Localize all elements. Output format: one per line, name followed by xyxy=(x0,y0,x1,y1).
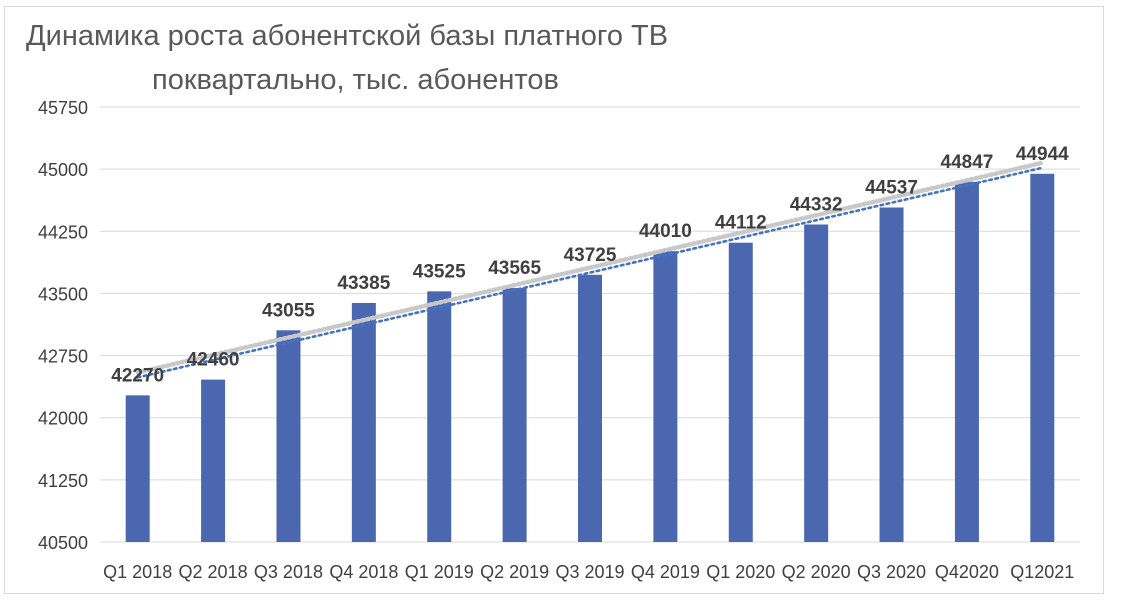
trendlines xyxy=(135,160,1045,379)
x-tick-label: Q2 2018 xyxy=(179,562,248,582)
bar xyxy=(804,224,829,542)
x-tick-label: Q3 2018 xyxy=(254,562,323,582)
x-tick-label: Q3 2019 xyxy=(555,562,624,582)
bar xyxy=(879,207,904,542)
data-label: 43565 xyxy=(488,258,541,279)
trendline xyxy=(135,160,1045,375)
bar xyxy=(276,330,301,542)
bar xyxy=(201,379,226,542)
data-label: 43725 xyxy=(564,245,617,266)
bar xyxy=(351,302,376,542)
bars xyxy=(125,173,1055,543)
bar xyxy=(653,251,678,542)
x-tick-label: Q1 2020 xyxy=(706,562,775,582)
x-axis-tick-labels: Q1 2018 Q2 2018 Q3 2018 Q4 2018 Q1 2019 Q2 20… xyxy=(103,562,1074,582)
data-label: 44010 xyxy=(639,221,692,242)
x-tick-label: Q2 2019 xyxy=(480,562,549,582)
y-axis-tick-labels: 40500 41250 42000 42750 43500 44250 45000 45750 xyxy=(38,98,88,553)
bar xyxy=(954,181,979,542)
y-tick-label: 40500 xyxy=(38,533,88,553)
y-tick-label: 42750 xyxy=(38,347,88,367)
y-tick-label: 45000 xyxy=(38,160,88,180)
chart-title-line-1: Динамика роста абонентской базы платного… xyxy=(26,20,669,52)
data-label: 44332 xyxy=(790,194,843,215)
x-tick-label: Q1 2018 xyxy=(103,562,172,582)
x-tick-label: Q12021 xyxy=(1010,562,1074,582)
data-label: 44112 xyxy=(715,213,767,234)
data-label: 42460 xyxy=(187,350,240,371)
bar xyxy=(125,395,150,542)
y-tick-label: 42000 xyxy=(38,409,88,429)
x-tick-label: Q4 2019 xyxy=(631,562,700,582)
y-tick-label: 43500 xyxy=(38,284,88,304)
y-tick-label: 44250 xyxy=(38,222,88,242)
y-tick-label: 41250 xyxy=(38,471,88,491)
data-label: 43525 xyxy=(413,261,466,282)
bar xyxy=(427,291,452,542)
y-tick-label: 45750 xyxy=(38,98,88,118)
x-tick-label: Q3 2020 xyxy=(857,562,926,582)
chart-title-line-2: поквартально, тыс. абонентов xyxy=(152,64,559,96)
x-tick-label: Q2 2020 xyxy=(782,562,851,582)
chart-frame xyxy=(4,6,1104,594)
bar xyxy=(578,274,602,542)
bar xyxy=(502,288,527,542)
data-label: 44944 xyxy=(1016,144,1069,165)
data-labels: 42270 42460 43055 43385 43525 43565 43725 44010… xyxy=(111,144,1069,387)
x-tick-label: Q1 2019 xyxy=(405,562,474,582)
data-label: 43055 xyxy=(262,300,315,321)
trendline xyxy=(136,166,1044,379)
x-tick-label: Q4 2018 xyxy=(329,562,398,582)
data-label: 43385 xyxy=(337,273,390,294)
bar xyxy=(1030,173,1055,543)
data-label: 44847 xyxy=(941,152,994,173)
data-label: 42270 xyxy=(111,365,164,386)
bar xyxy=(728,242,753,542)
x-tick-label: Q42020 xyxy=(935,562,999,582)
chart-title: Динамика роста абонентской базы платного… xyxy=(0,0,1124,110)
data-label: 44537 xyxy=(865,178,918,199)
